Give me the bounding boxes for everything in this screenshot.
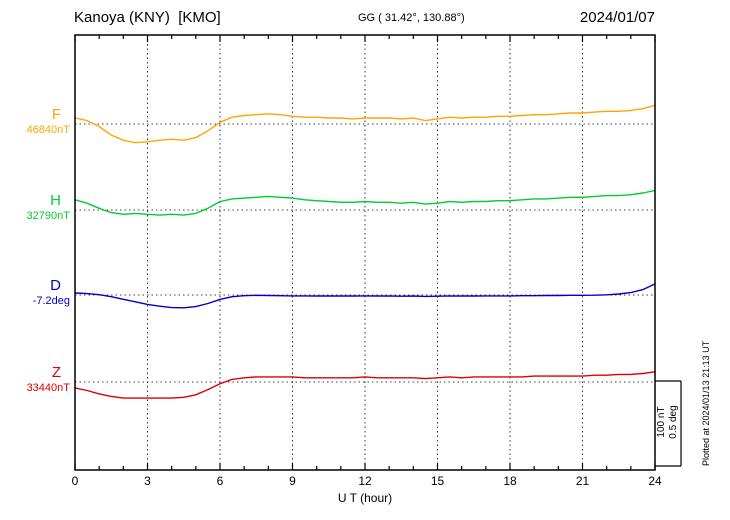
x-tick-label: 24 xyxy=(648,474,662,488)
x-axis-title: U T (hour) xyxy=(337,491,393,505)
x-tick-label: 0 xyxy=(71,474,79,488)
trace-value-d: -7.2deg xyxy=(32,295,70,307)
date-label: 2024/01/07 xyxy=(579,9,655,26)
trace-label-d: D -7.2deg xyxy=(4,278,70,308)
trace-label-z: Z 33440nT xyxy=(4,365,70,395)
trace-label-f: F 46840nT xyxy=(4,107,70,137)
plotted-at-label: Plotted at 2024/01/13 21:13 UT xyxy=(701,340,711,466)
scale-deg-label: 0.5 deg xyxy=(668,405,679,439)
x-tick-label: 12 xyxy=(358,474,372,488)
x-tick-label: 18 xyxy=(503,474,517,488)
coordinates-label: GG ( 31.42°, 130.88°) xyxy=(358,12,465,24)
trace-value-f: 46840nT xyxy=(26,124,70,136)
trace-value-z: 33440nT xyxy=(26,382,70,394)
trace-letter-d: D xyxy=(50,277,61,294)
trace-label-h: H 32790nT xyxy=(4,193,70,223)
scale-nt-label: 100 nT xyxy=(656,406,667,438)
x-tick-label: 15 xyxy=(430,474,445,488)
trace-letter-f: F xyxy=(51,106,61,123)
trace-value-h: 32790nT xyxy=(26,210,70,222)
x-tick-label: 3 xyxy=(144,474,151,488)
station-title: Kanoya (KNY) [KMO] xyxy=(74,9,221,26)
x-tick-label: 6 xyxy=(216,474,224,488)
trace-letter-z: Z xyxy=(51,364,61,381)
x-tick-label: 21 xyxy=(575,474,590,488)
scale-bar-labels: 100 nT 0.5 deg xyxy=(656,380,680,464)
trace-letter-h: H xyxy=(50,192,61,209)
x-tick-label: 9 xyxy=(289,474,296,488)
